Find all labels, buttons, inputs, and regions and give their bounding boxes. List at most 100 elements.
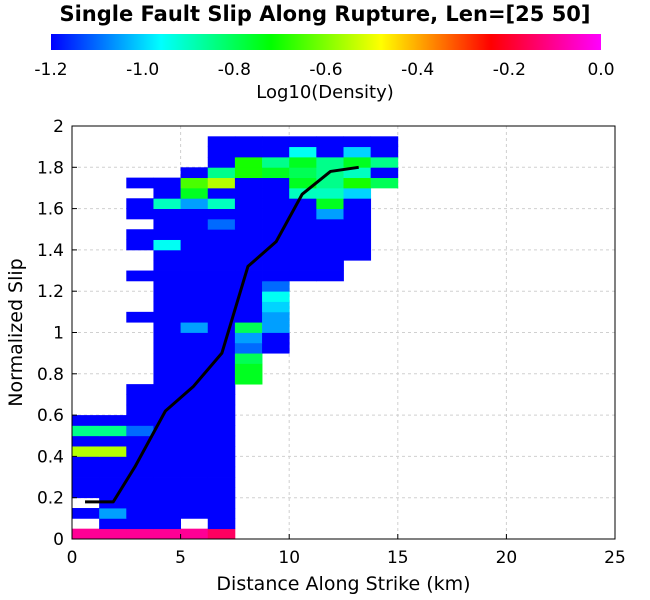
heatmap-cell [153,415,181,426]
heatmap-cell [343,136,372,148]
heatmap-cell [99,456,127,468]
heatmap-cell [180,342,209,354]
heatmap-cell [289,156,317,168]
heatmap-cell [262,260,290,271]
x-tick-label: 15 [387,548,409,568]
heatmap-cell [99,446,127,457]
heatmap-cell [234,187,263,199]
heatmap-cell [153,260,181,271]
heatmap-cell [343,249,372,261]
heatmap-cell [99,415,127,426]
heatmap-cell [153,487,181,499]
heatmap-cell [262,342,290,354]
heatmap-cell [126,528,154,540]
heatmap-cell [126,404,154,416]
slip-line-series [85,165,359,504]
heatmap-cell [234,332,263,344]
x-tick-label: 0 [67,548,78,568]
heatmap-cell [343,229,372,240]
heatmap-cell [126,466,154,478]
heatmap-cell [234,239,263,251]
heatmap-cell [180,280,209,292]
heatmap-cell [207,311,236,323]
heatmap-cell [180,353,209,364]
heatmap-cell [72,456,100,468]
colorbar-tick-label: -0.4 [401,60,434,80]
heatmap-cell [99,518,127,530]
heatmap-cell [207,373,236,385]
heatmap-cell [370,167,399,179]
heatmap-cell [153,384,181,395]
heatmap-cell [153,332,181,344]
x-axis-label: Distance Along Strike (km) [216,573,470,595]
x-tick-label: 5 [175,548,186,568]
colorbar-tick-label: 0.0 [587,60,614,80]
heatmap-cell [180,384,209,395]
heatmap-cell [126,229,154,240]
heatmap-cell [99,528,127,540]
heatmap-cell [289,270,317,282]
heatmap-cell [72,477,100,488]
heatmap-cell [180,477,209,488]
heatmap-cell [234,363,263,375]
heatmap-cell [234,373,263,385]
heatmap-cell [180,404,209,416]
heatmap-cell [343,239,372,251]
heatmap-cell [316,177,344,189]
heatmap-cell [207,425,236,437]
heatmap-cell [180,425,209,437]
heatmap-cell [180,466,209,478]
heatmap-cell [153,229,181,240]
heatmap-cell [207,497,236,509]
heatmap-cell [180,249,209,261]
heatmap-cell [153,363,181,375]
heatmap-cell [180,446,209,457]
heatmap-cell [234,249,263,261]
heatmap-cell [180,229,209,240]
heatmap-cell [370,136,399,148]
heatmap-cell [262,249,290,261]
heatmap-cell [316,218,344,230]
heatmap-cell [99,477,127,488]
heatmap-cell [153,446,181,457]
heatmap-cell [126,394,154,406]
heatmap-cell [262,311,290,323]
y-tick-label: 0.4 [37,447,64,467]
heatmap-cell [234,270,263,282]
heatmap-cell [343,156,372,168]
heatmap-cell [153,508,181,519]
heatmap-cell [262,270,290,282]
heatmap-cell [207,477,236,488]
heatmap-cell [153,270,181,282]
heatmap-cell [180,394,209,406]
heatmap-cell [180,487,209,499]
heatmap-cell [99,466,127,478]
heatmap-cell [234,156,263,168]
heatmap-cell [126,477,154,488]
y-tick-label: 2 [53,117,64,137]
heatmap-cell [316,249,344,261]
heatmap-cell [180,218,209,230]
heatmap-cell [370,156,399,168]
heatmap-cell [180,291,209,302]
heatmap-cell [316,198,344,209]
heatmap-cell [262,187,290,199]
heatmap-cell [153,353,181,364]
chart-title: Single Fault Slip Along Rupture, Len=[25… [59,2,591,26]
heatmap-cell [262,198,290,209]
heatmap-cell [207,167,236,179]
heatmap-cell [316,239,344,251]
heatmap-cell [234,311,263,323]
heatmap-cell [207,239,236,251]
colorbar-tick-label: -1.2 [34,60,67,80]
heatmap-cell [153,249,181,261]
heatmap-cell [207,487,236,499]
heatmap-cell [262,146,290,158]
heatmap-cell [207,363,236,375]
heatmap-cell [207,198,236,209]
heatmap-cell [126,425,154,437]
heatmap-cell [316,208,344,220]
heatmap-cell [72,466,100,478]
heatmap-cell [72,446,100,457]
heatmap-cell [262,291,290,302]
